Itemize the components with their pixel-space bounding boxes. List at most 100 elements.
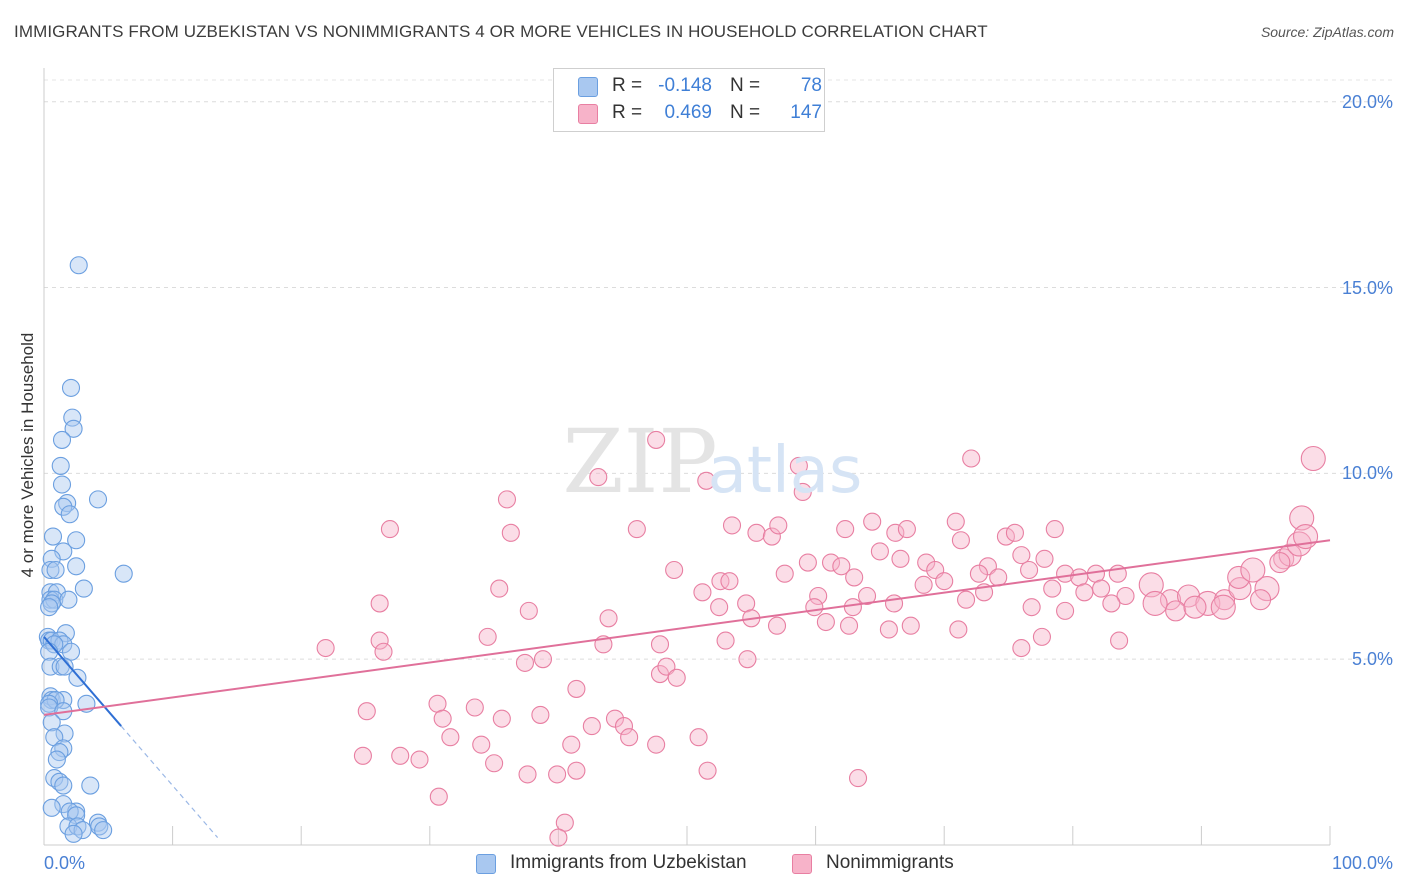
point-nonimmigrant <box>805 598 824 617</box>
legend-label: Immigrants from Uzbekistan <box>510 852 747 873</box>
point-nonimmigrant <box>1289 505 1315 531</box>
y-tick-label: 15.0% <box>1341 277 1393 298</box>
n-label: N = <box>730 75 761 96</box>
point-uzbekistan <box>41 560 60 580</box>
point-nonimmigrant <box>897 520 916 539</box>
point-uzbekistan <box>54 497 73 516</box>
point-nonimmigrant <box>353 746 372 765</box>
point-nonimmigrant <box>935 572 954 591</box>
point-nonimmigrant <box>879 620 898 639</box>
point-uzbekistan <box>43 527 63 546</box>
point-nonimmigrant <box>843 598 862 617</box>
point-nonimmigrant <box>1210 594 1236 620</box>
point-uzbekistan <box>60 505 79 524</box>
point-nonimmigrant <box>1045 520 1064 539</box>
source-label: Source: ZipAtlas.com <box>1260 24 1394 40</box>
point-uzbekistan <box>52 430 72 449</box>
point-nonimmigrant <box>519 601 538 620</box>
point-nonimmigrant <box>562 735 581 754</box>
point-nonimmigrant <box>620 728 639 747</box>
point-uzbekistan <box>67 557 86 576</box>
y-tick-label: 10.0% <box>1341 463 1393 484</box>
point-nonimmigrant <box>657 657 676 676</box>
point-nonimmigrant <box>957 590 976 609</box>
point-uzbekistan <box>69 256 88 275</box>
point-nonimmigrant <box>1142 590 1168 616</box>
point-nonimmigrant <box>549 828 568 847</box>
point-nonimmigrant <box>1012 638 1031 658</box>
point-nonimmigrant <box>472 735 491 754</box>
point-nonimmigrant <box>1227 565 1251 589</box>
point-uzbekistan <box>74 579 93 598</box>
point-uzbekistan <box>50 743 69 762</box>
point-nonimmigrant <box>533 650 553 669</box>
point-nonimmigrant <box>589 468 608 487</box>
y-tick-label: 20.0% <box>1341 91 1393 112</box>
point-nonimmigrant <box>1116 586 1135 606</box>
point-nonimmigrant <box>836 520 855 539</box>
point-nonimmigrant <box>1165 600 1187 622</box>
point-uzbekistan <box>54 776 73 795</box>
point-nonimmigrant <box>798 553 817 572</box>
point-nonimmigrant <box>548 765 567 784</box>
point-nonimmigrant <box>567 679 586 698</box>
r-value: -0.148 <box>658 75 712 96</box>
point-nonimmigrant <box>1213 589 1236 611</box>
point-nonimmigrant <box>762 527 781 546</box>
point-uzbekistan <box>51 456 70 475</box>
point-nonimmigrant <box>465 698 484 717</box>
point-nonimmigrant <box>518 765 537 784</box>
point-nonimmigrant <box>1159 589 1182 611</box>
point-nonimmigrant <box>647 735 666 754</box>
point-nonimmigrant <box>1056 601 1075 620</box>
legend-swatch-pink <box>578 104 598 124</box>
point-uzbekistan <box>42 798 61 817</box>
watermark-atlas: atlas <box>708 434 863 508</box>
point-uzbekistan <box>46 560 65 580</box>
point-nonimmigrant <box>441 728 460 747</box>
point-nonimmigrant <box>501 523 520 542</box>
point-nonimmigrant <box>775 564 794 583</box>
trend-line-uzbekistan-extension <box>120 725 219 838</box>
chart-title: IMMIGRANTS FROM UZBEKISTAN VS NONIMMIGRA… <box>14 22 988 41</box>
point-nonimmigrant <box>914 575 933 594</box>
x-tick-label: 0.0% <box>44 853 86 873</box>
point-nonimmigrant <box>1176 584 1201 608</box>
point-uzbekistan <box>73 821 92 840</box>
point-nonimmigrant <box>599 609 618 628</box>
legend-swatch-pink <box>792 854 812 874</box>
y-tick-label: 5.0% <box>1351 649 1393 670</box>
legend-swatch-blue <box>578 77 598 97</box>
point-nonimmigrant <box>901 616 920 635</box>
point-nonimmigrant <box>720 572 739 591</box>
point-nonimmigrant <box>497 490 517 509</box>
point-nonimmigrant <box>989 568 1008 587</box>
point-nonimmigrant <box>716 631 735 650</box>
point-nonimmigrant <box>949 620 968 639</box>
point-uzbekistan <box>64 419 83 438</box>
point-nonimmigrant <box>793 482 812 501</box>
point-uzbekistan <box>56 624 75 643</box>
point-uzbekistan <box>94 821 113 840</box>
point-nonimmigrant <box>667 668 686 687</box>
point-nonimmigrant <box>1195 590 1221 616</box>
point-uzbekistan <box>114 564 133 583</box>
point-nonimmigrant <box>478 627 497 646</box>
point-nonimmigrant <box>1092 579 1111 598</box>
point-nonimmigrant <box>917 553 936 572</box>
point-nonimmigrant <box>697 471 716 490</box>
point-nonimmigrant <box>1005 523 1024 542</box>
point-nonimmigrant <box>1254 576 1280 602</box>
point-uzbekistan <box>81 776 100 795</box>
trend-line-nonimmigrants <box>43 539 1331 716</box>
point-nonimmigrant <box>870 542 889 561</box>
point-nonimmigrant <box>1269 552 1291 574</box>
point-nonimmigrant <box>647 430 666 449</box>
point-uzbekistan <box>59 590 78 609</box>
point-nonimmigrant <box>821 553 841 572</box>
point-nonimmigrant <box>738 650 757 669</box>
point-nonimmigrant <box>1056 564 1075 583</box>
point-nonimmigrant <box>809 586 828 606</box>
point-nonimmigrant <box>1075 583 1094 602</box>
